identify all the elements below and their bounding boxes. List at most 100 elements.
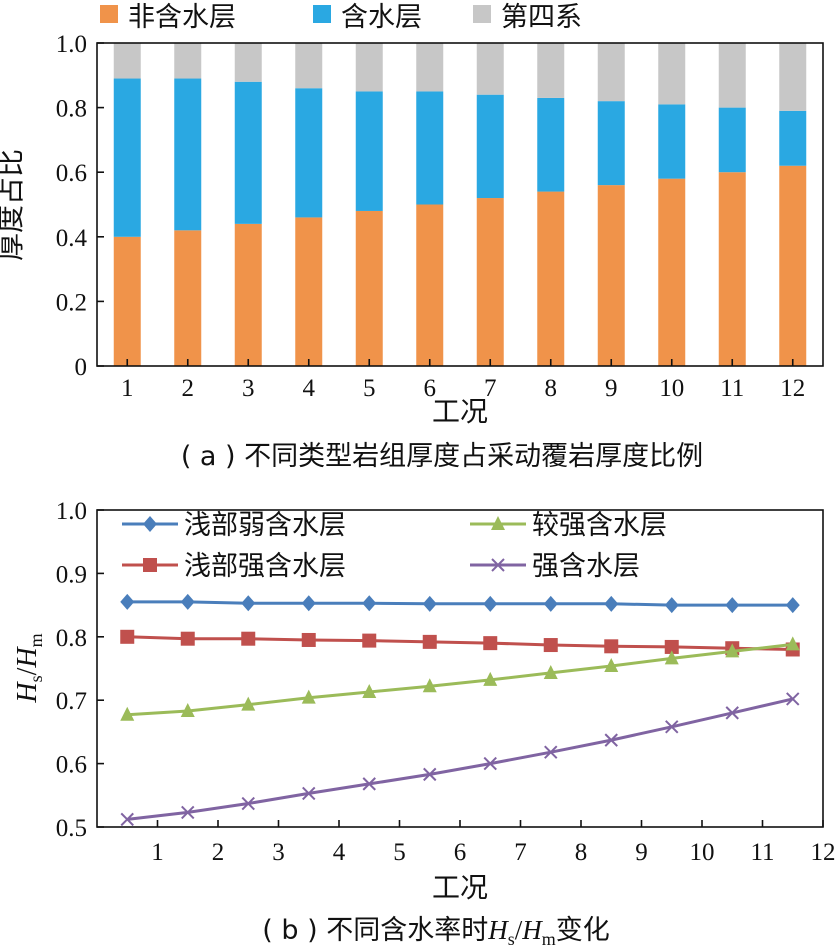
- point-shallow-weak-8: [543, 595, 558, 612]
- point-shallow-strong-6: [422, 634, 437, 649]
- bar-quaternary-7: [476, 43, 504, 95]
- point-shallow-weak-11: [725, 597, 740, 614]
- point-shallow-strong-10: [664, 639, 679, 654]
- x-tick-label: 12: [780, 375, 805, 402]
- chart-b-y-label: Hs/Hm: [12, 633, 46, 703]
- x-tick-label: 1: [121, 375, 134, 402]
- bar-non-aquifer-7: [476, 198, 504, 366]
- x-tick-label: 11: [720, 375, 744, 402]
- legend-marker-medium-strong: [491, 516, 505, 530]
- bar-non-aquifer-2: [174, 230, 202, 366]
- point-strong-4: [302, 786, 316, 801]
- bar-aquifer-5: [355, 91, 383, 211]
- chart-b-x-ticks: 1 2 3 4 5 6 7 8 9 10 11 12: [151, 820, 835, 866]
- point-shallow-weak-5: [362, 595, 377, 612]
- bar-non-aquifer-8: [537, 191, 565, 366]
- point-strong-12: [786, 692, 800, 706]
- x-tick-label: 9: [605, 375, 618, 402]
- y-tick-label: 0.9: [56, 561, 87, 588]
- point-medium-strong-9: [604, 657, 619, 672]
- series-line-medium-strong: [127, 642, 793, 717]
- point-medium-strong-2: [180, 702, 195, 717]
- bar-non-aquifer-10: [658, 178, 686, 366]
- point-medium-strong-11: [725, 643, 740, 658]
- x-tick-label: 4: [303, 375, 316, 402]
- point-strong-11: [725, 706, 739, 720]
- point-shallow-strong-5: [362, 633, 377, 648]
- bar-non-aquifer-3: [234, 223, 262, 366]
- chart-b-x-label: 工况: [432, 871, 488, 904]
- x-tick-label: 10: [690, 839, 715, 866]
- bar-non-aquifer-12: [779, 165, 807, 366]
- x-tick-label: 2: [182, 375, 195, 402]
- bar-aquifer-3: [234, 81, 262, 224]
- chart-a-y-ticks: 0 0.2 0.4 0.6 0.8 1.0: [56, 31, 104, 381]
- chart-a-y-label: 厚度占比: [0, 149, 27, 261]
- bar-aquifer-10: [658, 104, 686, 179]
- point-medium-strong-4: [301, 689, 316, 704]
- chart-b-y-label-var2: H: [12, 646, 43, 669]
- point-strong-9: [604, 733, 618, 747]
- chart-a-bars: [113, 43, 807, 366]
- x-tick-label: 5: [393, 839, 406, 866]
- legend-marker-shallow-strong: [143, 558, 157, 572]
- legend-swatch-2: [473, 5, 491, 23]
- x-tick-label: 3: [242, 375, 255, 402]
- chart-b-y-label-var1: H: [12, 681, 43, 704]
- bar-aquifer-12: [779, 110, 807, 166]
- y-tick-label: 0.6: [56, 160, 87, 187]
- x-tick-label: 7: [484, 375, 497, 402]
- x-tick-label: 8: [575, 839, 588, 866]
- bar-non-aquifer-6: [416, 204, 444, 366]
- chart-b-caption-var1: H: [487, 915, 509, 945]
- chart-b-y-ticks: 0.5 0.6 0.7 0.8 0.9 1.0: [56, 498, 104, 842]
- point-shallow-weak-12: [785, 597, 800, 614]
- point-medium-strong-8: [543, 664, 558, 679]
- legend-marker-shallow-weak: [143, 516, 157, 532]
- chart-a-x-label: 工况: [432, 395, 488, 428]
- point-strong-1: [120, 812, 134, 827]
- chart-b-caption-sub1: s: [508, 929, 515, 949]
- point-shallow-strong-4: [301, 632, 316, 647]
- chart-b-caption-var2: H: [521, 915, 543, 945]
- point-shallow-weak-3: [241, 595, 256, 612]
- legend-label-medium-strong: 较强含水层: [532, 510, 667, 541]
- point-strong-2: [181, 805, 195, 820]
- chart-b-y-label-sub1: s: [26, 675, 46, 682]
- x-tick-label: 4: [333, 839, 346, 866]
- x-tick-label: 8: [545, 375, 558, 402]
- bar-non-aquifer-5: [355, 210, 383, 366]
- legend-label-0: 非含水层: [128, 2, 236, 33]
- bar-aquifer-2: [174, 78, 202, 231]
- point-medium-strong-12: [785, 636, 800, 651]
- point-medium-strong-5: [362, 683, 377, 698]
- legend-swatch-1: [313, 5, 331, 23]
- bar-quaternary-12: [779, 43, 807, 111]
- y-tick-label: 0.5: [56, 815, 87, 842]
- point-shallow-weak-9: [604, 595, 619, 612]
- legend-marker-strong: [491, 558, 505, 572]
- point-shallow-weak-6: [422, 595, 437, 612]
- y-tick-label: 0.8: [56, 96, 87, 123]
- point-shallow-strong-1: [120, 629, 135, 644]
- point-strong-3: [241, 796, 255, 811]
- point-shallow-strong-3: [241, 631, 256, 646]
- x-tick-label: 3: [272, 839, 285, 866]
- y-tick-label: 0: [75, 354, 88, 381]
- chart-a: 非含水层 含水层 第四系 00.20.40.60.81.0 1 2 3 4 5 6 7 8 9 10 1…: [0, 2, 824, 472]
- point-shallow-strong-9: [604, 639, 619, 654]
- bar-aquifer-6: [416, 91, 444, 205]
- y-tick-label: 0.8: [56, 625, 87, 652]
- bar-non-aquifer-11: [718, 172, 746, 366]
- bar-aquifer-4: [295, 88, 323, 218]
- y-tick-label: 0.6: [56, 752, 87, 779]
- x-tick-label: 6: [424, 375, 437, 402]
- point-strong-7: [483, 756, 497, 771]
- series-line-shallow-weak: [127, 600, 793, 607]
- point-shallow-weak-4: [301, 595, 316, 612]
- chart-a-x-ticks: 1 2 3 4 5 6 7 8 9 10 11 12: [121, 359, 805, 402]
- chart-b-series: [120, 593, 800, 827]
- bar-quaternary-5: [355, 43, 383, 92]
- x-tick-label: 11: [750, 839, 774, 866]
